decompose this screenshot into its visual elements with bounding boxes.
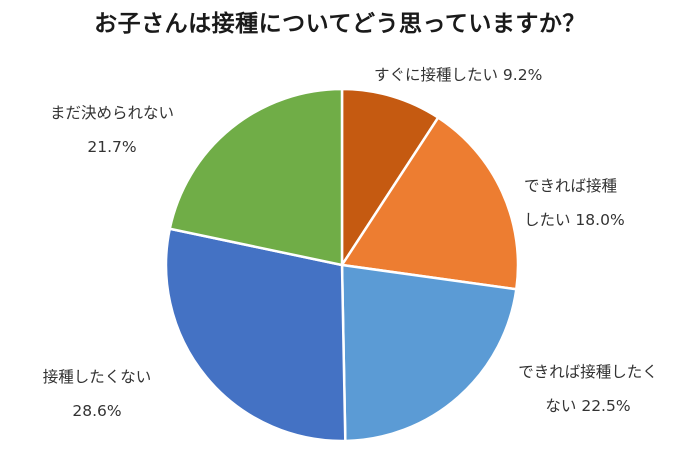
slice-label-undecided: まだ決められない 21.7%	[22, 96, 202, 164]
slice-label-line: 接種したくない	[42, 368, 152, 386]
chart-title: お子さんは接種についてどう思っていますか？	[94, 11, 586, 37]
pie-slices	[164, 87, 520, 443]
slice-label-line: できれば接種したく	[518, 363, 658, 381]
slice-label-do-not-want: 接種したくない 28.6%	[22, 360, 172, 428]
slice-label-line: できれば接種	[524, 177, 618, 195]
slice-label-line: まだ決められない	[49, 104, 174, 122]
pie-slice-do-not-want	[164, 227, 347, 443]
slice-label-immediately: すぐに接種したい 9.2%	[374, 58, 542, 92]
slice-label-line: 21.7%	[87, 138, 137, 156]
pie-slice-undecided	[168, 87, 344, 267]
pie-slice-immediately	[340, 87, 440, 267]
slice-label-line: ない 22.5%	[545, 397, 631, 415]
pie-slice-if-possible	[340, 116, 520, 291]
pie-slice-prefer-not	[340, 263, 518, 443]
slice-label-line: したい 18.0%	[524, 211, 625, 229]
slice-label-prefer-not: できれば接種したく ない 22.5%	[498, 355, 678, 423]
slice-label-if-possible: できれば接種 したい 18.0%	[524, 169, 625, 237]
slice-label-line: すぐに接種したい 9.2%	[374, 66, 543, 84]
slice-label-line: 28.6%	[72, 402, 122, 420]
